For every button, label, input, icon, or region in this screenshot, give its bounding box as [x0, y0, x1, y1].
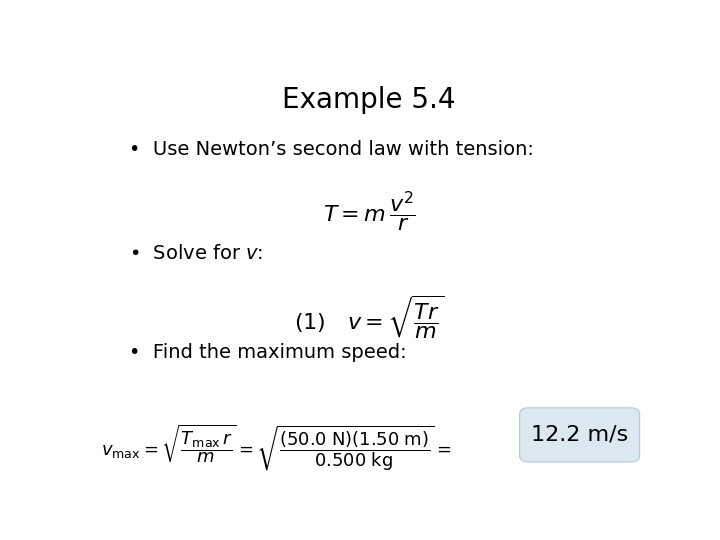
Text: Example 5.4: Example 5.4 — [282, 85, 456, 113]
FancyBboxPatch shape — [520, 408, 639, 462]
Text: $v_\mathrm{max} = \sqrt{\dfrac{T_\mathrm{max}\,r}{m}} = \sqrt{\dfrac{(50.0\;\mat: $v_\mathrm{max} = \sqrt{\dfrac{T_\mathrm… — [101, 422, 451, 473]
Text: 12.2 m/s: 12.2 m/s — [531, 425, 629, 445]
Text: $T = m\,\dfrac{v^2}{r}$: $T = m\,\dfrac{v^2}{r}$ — [323, 190, 415, 234]
Text: •  Find the maximum speed:: • Find the maximum speed: — [129, 343, 407, 362]
Text: •  Use Newton’s second law with tension:: • Use Newton’s second law with tension: — [129, 140, 534, 159]
Text: $(1)\quad v = \sqrt{\dfrac{Tr}{m}}$: $(1)\quad v = \sqrt{\dfrac{Tr}{m}}$ — [294, 294, 444, 341]
Text: •  Solve for $v$:: • Solve for $v$: — [129, 244, 264, 262]
